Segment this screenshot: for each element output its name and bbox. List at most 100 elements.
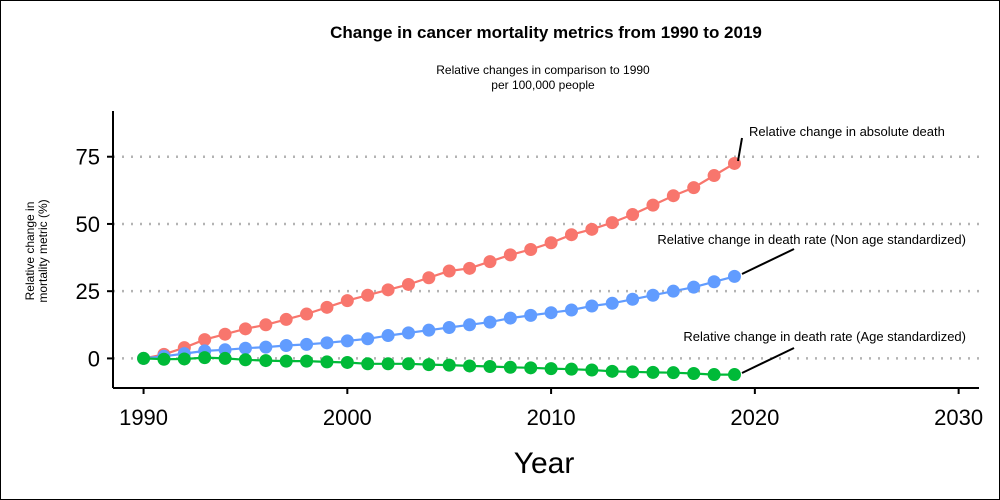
data-point <box>503 360 517 374</box>
data-point <box>422 358 436 372</box>
data-point <box>361 357 375 371</box>
data-point <box>564 228 578 242</box>
x-tick-label: 2030 <box>934 405 983 430</box>
data-point <box>401 277 415 291</box>
chart-title: Change in cancer mortality metrics from … <box>330 23 762 42</box>
data-point <box>259 354 273 368</box>
data-point <box>259 318 273 332</box>
x-tick-label: 1990 <box>119 405 168 430</box>
series-2 <box>137 351 741 382</box>
y-axis-label-line-2: mortality metric (%) <box>36 199 50 302</box>
data-point <box>218 351 232 365</box>
data-point <box>544 306 558 320</box>
data-point <box>666 284 680 298</box>
data-point <box>666 189 680 203</box>
data-point <box>666 366 680 380</box>
data-point <box>687 366 701 380</box>
gridlines <box>113 155 979 360</box>
data-point <box>727 368 741 382</box>
data-point <box>279 312 293 326</box>
data-point <box>585 363 599 377</box>
data-point <box>727 269 741 283</box>
data-point <box>544 236 558 250</box>
annotation-pointer-non-age-standardized <box>741 248 795 275</box>
data-point <box>279 339 293 353</box>
data-point <box>259 340 273 354</box>
series-line <box>143 275 735 360</box>
data-point <box>401 357 415 371</box>
data-point <box>442 264 456 278</box>
data-point <box>361 332 375 346</box>
data-point <box>483 315 497 329</box>
data-point <box>238 353 252 367</box>
annotation-pointer-age-standardized <box>741 347 795 374</box>
data-point <box>707 368 721 382</box>
data-point <box>218 327 232 341</box>
data-point <box>463 261 477 275</box>
chart-subtitle-line-2: per 100,000 people <box>491 78 595 92</box>
data-point <box>626 208 640 222</box>
data-point <box>422 323 436 337</box>
data-point <box>463 318 477 332</box>
data-point <box>646 288 660 302</box>
data-point <box>585 222 599 236</box>
data-point <box>564 303 578 317</box>
data-point <box>320 300 334 314</box>
data-point <box>198 351 212 365</box>
data-point <box>177 352 191 366</box>
y-tick-label: 75 <box>76 145 100 170</box>
annotation-pointer-absolute-death <box>737 137 743 162</box>
y-axis-label: Relative change in mortality metric (%) <box>23 199 50 302</box>
data-point <box>238 322 252 336</box>
data-point <box>320 355 334 369</box>
data-point <box>483 255 497 269</box>
data-point <box>381 329 395 343</box>
x-tick-label: 2010 <box>527 405 576 430</box>
data-point <box>238 341 252 355</box>
data-point <box>646 198 660 212</box>
data-point <box>422 271 436 285</box>
chart-subtitle-line-1: Relative changes in comparison to 1990 <box>436 63 650 77</box>
data-point <box>585 299 599 313</box>
data-point <box>524 308 538 322</box>
data-point <box>442 320 456 334</box>
x-tick-label: 2020 <box>730 405 779 430</box>
data-point <box>605 364 619 378</box>
data-point <box>524 361 538 375</box>
annotation-death-rate-age-standardized: Relative change in death rate (Age stand… <box>683 329 966 344</box>
data-point <box>544 362 558 376</box>
data-point <box>524 243 538 256</box>
data-point <box>503 311 517 325</box>
series-layer <box>137 156 741 382</box>
data-point <box>626 292 640 306</box>
data-point <box>300 307 314 321</box>
series-line <box>143 356 735 376</box>
data-point <box>463 359 477 373</box>
data-point <box>157 352 171 366</box>
data-point <box>483 359 497 373</box>
data-point <box>707 275 721 289</box>
y-tick-label: 50 <box>76 212 100 237</box>
data-point <box>381 357 395 371</box>
data-point <box>137 351 151 365</box>
data-point <box>605 296 619 310</box>
data-point <box>687 181 701 195</box>
data-point <box>381 283 395 297</box>
y-tick-labels: 0 25 50 75 <box>76 145 100 372</box>
x-tick-labels: 1990 2000 2010 2020 2030 <box>119 405 983 430</box>
y-tick-label: 25 <box>76 279 100 304</box>
data-point <box>707 169 721 183</box>
data-point <box>605 216 619 230</box>
data-point <box>300 337 314 351</box>
data-point <box>646 365 660 379</box>
annotation-absolute-death: Relative change in absolute death <box>749 124 945 139</box>
data-point <box>279 354 293 368</box>
x-tick-label: 2000 <box>323 405 372 430</box>
tick-marks <box>107 155 960 394</box>
data-point <box>626 365 640 379</box>
data-point <box>320 336 334 350</box>
data-point <box>340 294 354 308</box>
x-axis-label: Year <box>514 447 575 480</box>
